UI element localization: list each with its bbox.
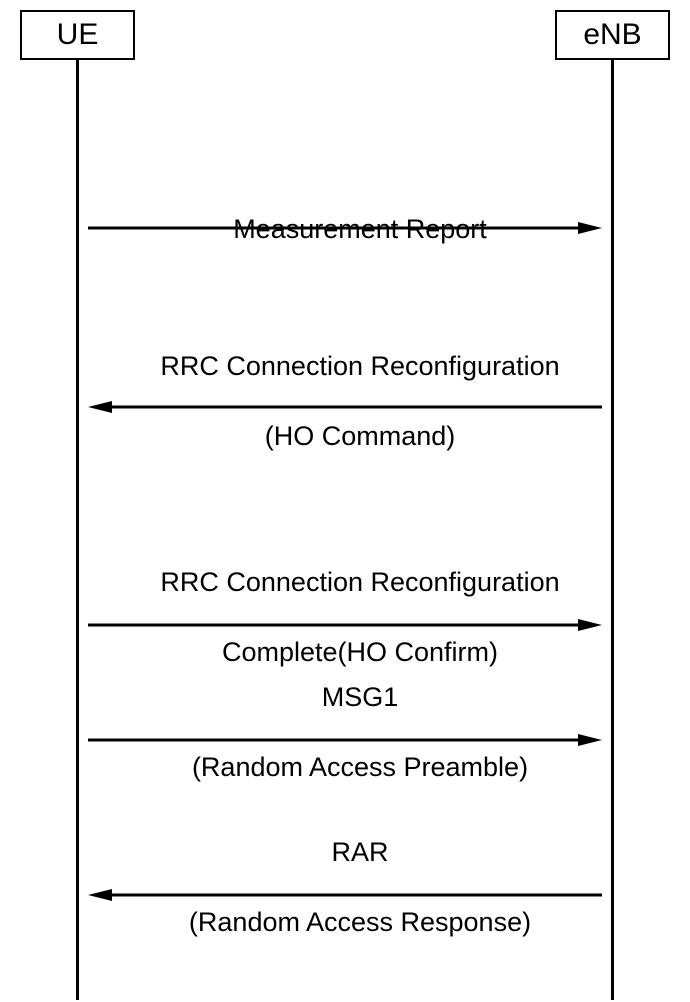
actor-enb-box: eNB — [555, 10, 670, 60]
msg-5-line2: (Random Access Response) — [189, 907, 531, 937]
msg-2-arrow — [88, 397, 602, 417]
sequence-diagram: UE eNB Measurement Report RRC Connection… — [0, 0, 690, 1002]
msg-4-arrow — [88, 730, 602, 750]
msg-4-line1: MSG1 — [322, 682, 399, 712]
actor-enb-label: eNB — [583, 18, 641, 52]
msg-2-line2: (HO Command) — [265, 421, 456, 451]
msg-1-arrow — [88, 218, 602, 238]
msg-5-arrow — [88, 885, 602, 905]
lifeline-ue — [76, 60, 79, 1000]
actor-ue-label: UE — [57, 18, 99, 52]
actor-ue-box: UE — [20, 10, 135, 60]
msg-4-line2: (Random Access Preamble) — [192, 752, 528, 782]
msg-2-line1: RRC Connection Reconfiguration — [160, 351, 559, 381]
msg-3-line1: RRC Connection Reconfiguration — [160, 567, 559, 597]
lifeline-enb — [611, 60, 614, 1000]
msg-3-arrow — [88, 615, 602, 635]
msg-5-line1: RAR — [332, 837, 389, 867]
